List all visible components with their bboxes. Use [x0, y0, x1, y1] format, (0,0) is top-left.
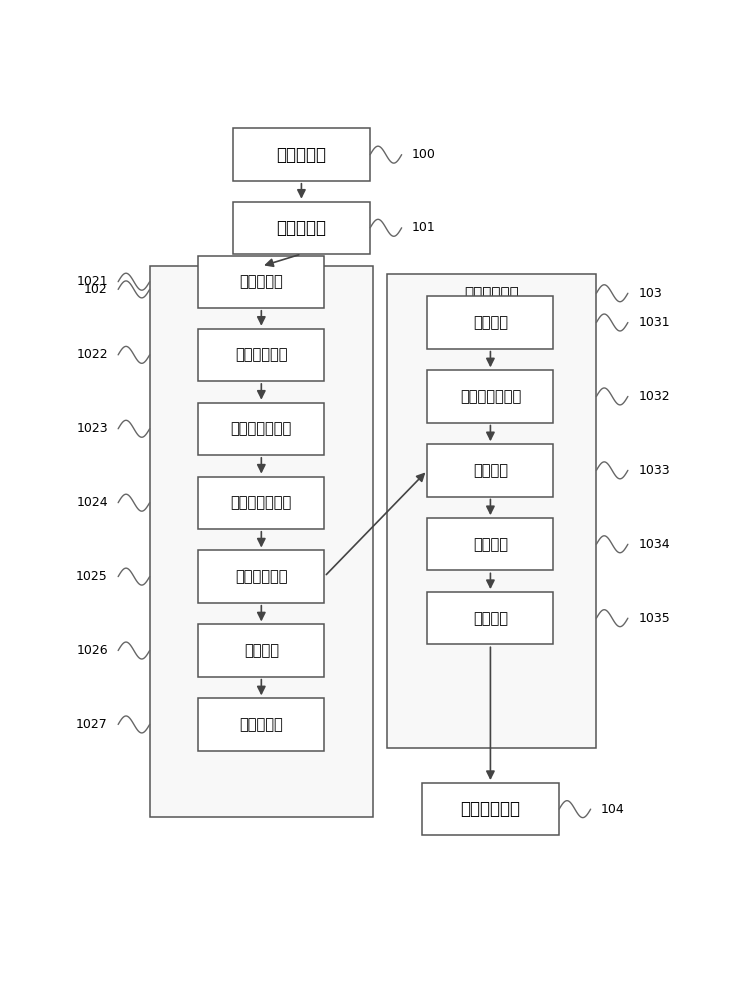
Text: 1026: 1026 — [76, 644, 108, 657]
Text: 1034: 1034 — [638, 538, 670, 551]
Text: 数据源评估: 数据源评估 — [239, 278, 284, 293]
Bar — [198, 624, 324, 677]
Text: 波动幅度度量: 波动幅度度量 — [235, 347, 287, 362]
Text: 104: 104 — [601, 803, 624, 816]
Bar — [198, 329, 324, 381]
Text: 源数据处理: 源数据处理 — [276, 219, 327, 237]
Bar — [198, 550, 324, 603]
Text: 1032: 1032 — [638, 390, 670, 403]
Text: 102: 102 — [84, 283, 108, 296]
Bar — [233, 128, 370, 181]
Bar — [427, 518, 554, 570]
Text: 加权融合: 加权融合 — [473, 611, 508, 626]
Text: 数据预处理: 数据预处理 — [276, 146, 327, 164]
Bar — [427, 370, 554, 423]
Text: 100: 100 — [412, 148, 436, 161]
Text: 矩阵划分: 矩阵划分 — [473, 315, 508, 330]
Text: 公交路况显示: 公交路况显示 — [460, 800, 520, 818]
Bar — [198, 698, 324, 751]
Bar — [427, 444, 554, 497]
Text: 101: 101 — [412, 221, 436, 234]
Text: 时间相关性度量: 时间相关性度量 — [231, 421, 292, 436]
Bar — [387, 274, 596, 748]
Text: 交通数据融合: 交通数据融合 — [465, 286, 520, 301]
Bar — [198, 477, 324, 529]
Text: 1023: 1023 — [76, 422, 108, 435]
Bar — [427, 592, 554, 644]
Text: 1035: 1035 — [638, 612, 670, 625]
Text: 空间相关性度量: 空间相关性度量 — [231, 495, 292, 510]
Bar — [427, 296, 554, 349]
Text: 1021: 1021 — [76, 275, 108, 288]
Text: 1025: 1025 — [76, 570, 108, 583]
Text: 一致性度量: 一致性度量 — [239, 717, 283, 732]
Text: 1031: 1031 — [638, 316, 670, 329]
Text: 变异程度度量: 变异程度度量 — [235, 569, 287, 584]
Text: 1022: 1022 — [76, 348, 108, 361]
Bar — [198, 403, 324, 455]
Text: 置信度度量: 置信度度量 — [239, 274, 283, 289]
Text: 事件标志: 事件标志 — [244, 643, 279, 658]
Text: 1033: 1033 — [638, 464, 670, 477]
Bar — [233, 202, 370, 254]
Bar — [198, 256, 324, 308]
Text: 103: 103 — [638, 287, 662, 300]
Text: 1027: 1027 — [76, 718, 108, 731]
Text: 权重计算: 权重计算 — [473, 537, 508, 552]
Bar — [150, 266, 373, 817]
Text: 1024: 1024 — [76, 496, 108, 509]
Text: 最优数据源计算: 最优数据源计算 — [460, 389, 521, 404]
Text: 数据清洗: 数据清洗 — [473, 463, 508, 478]
Bar — [422, 783, 559, 835]
